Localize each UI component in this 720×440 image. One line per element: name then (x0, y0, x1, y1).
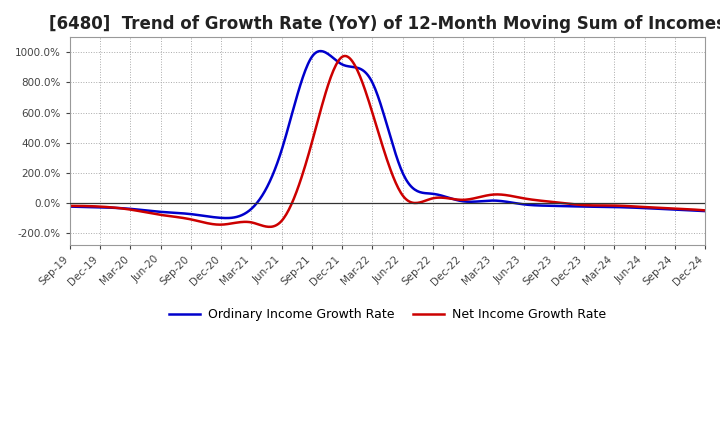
Net Income Growth Rate (446, 196, 455, 201)
Ordinary Income Growth Rate (370, 84, 379, 89)
Net Income Growth Rate (266, 224, 274, 230)
Legend: Ordinary Income Growth Rate, Net Income Growth Rate: Ordinary Income Growth Rate, Net Income … (164, 303, 611, 326)
Ordinary Income Growth Rate (701, 209, 709, 214)
Line: Net Income Growth Rate: Net Income Growth Rate (70, 56, 705, 227)
Ordinary Income Growth Rate (589, 204, 598, 209)
Ordinary Income Growth Rate (66, 204, 74, 209)
Net Income Growth Rate (370, 116, 379, 121)
Net Income Growth Rate (374, 128, 382, 133)
Line: Ordinary Income Growth Rate: Ordinary Income Growth Rate (70, 51, 705, 218)
Ordinary Income Growth Rate (222, 216, 231, 221)
Net Income Growth Rate (341, 53, 349, 59)
Title: [6480]  Trend of Growth Rate (YoY) of 12-Month Moving Sum of Incomes: [6480] Trend of Growth Rate (YoY) of 12-… (49, 15, 720, 33)
Ordinary Income Growth Rate (374, 93, 382, 99)
Ordinary Income Growth Rate (316, 48, 325, 54)
Net Income Growth Rate (701, 208, 709, 213)
Ordinary Income Growth Rate (412, 188, 420, 193)
Ordinary Income Growth Rate (446, 196, 455, 201)
Ordinary Income Growth Rate (688, 208, 696, 213)
Net Income Growth Rate (412, 200, 420, 205)
Net Income Growth Rate (688, 207, 696, 212)
Net Income Growth Rate (589, 203, 598, 208)
Net Income Growth Rate (66, 203, 74, 209)
